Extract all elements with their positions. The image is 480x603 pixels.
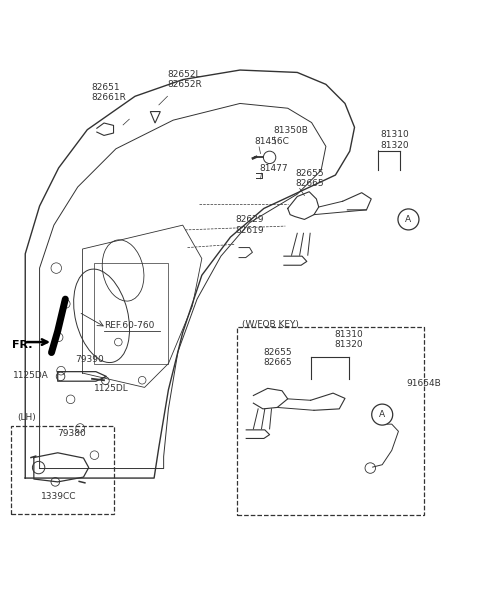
Text: 82651
82661R: 82651 82661R	[91, 83, 126, 102]
Text: 81310
81320: 81310 81320	[335, 330, 363, 349]
Text: 81350B: 81350B	[274, 127, 308, 136]
Text: 1339CC: 1339CC	[41, 491, 76, 500]
Text: 79380: 79380	[58, 429, 86, 438]
Text: 82629
82619: 82629 82619	[235, 215, 264, 235]
Text: 82655
82665: 82655 82665	[263, 348, 291, 367]
Text: REF.60-760: REF.60-760	[104, 321, 155, 330]
Circle shape	[372, 404, 393, 425]
Bar	[237, 327, 424, 515]
Text: FR.: FR.	[12, 341, 32, 350]
Text: 1125DA: 1125DA	[13, 371, 49, 380]
Text: A: A	[406, 215, 411, 224]
Text: 81456C: 81456C	[254, 137, 289, 147]
Text: 81310
81320: 81310 81320	[381, 130, 409, 150]
Text: 1125DL: 1125DL	[94, 384, 128, 393]
Text: 91654B: 91654B	[406, 379, 441, 388]
Text: 81477: 81477	[259, 163, 288, 172]
Text: 79390: 79390	[75, 355, 104, 364]
Bar	[11, 426, 114, 514]
Text: (LH): (LH)	[17, 413, 36, 421]
Text: 82655
82665: 82655 82665	[295, 168, 324, 188]
Bar	[95, 264, 168, 364]
Text: A: A	[379, 410, 385, 419]
Circle shape	[398, 209, 419, 230]
Text: (W/FOB KEY): (W/FOB KEY)	[242, 320, 299, 329]
Text: 82652L
82652R: 82652L 82652R	[168, 70, 202, 89]
